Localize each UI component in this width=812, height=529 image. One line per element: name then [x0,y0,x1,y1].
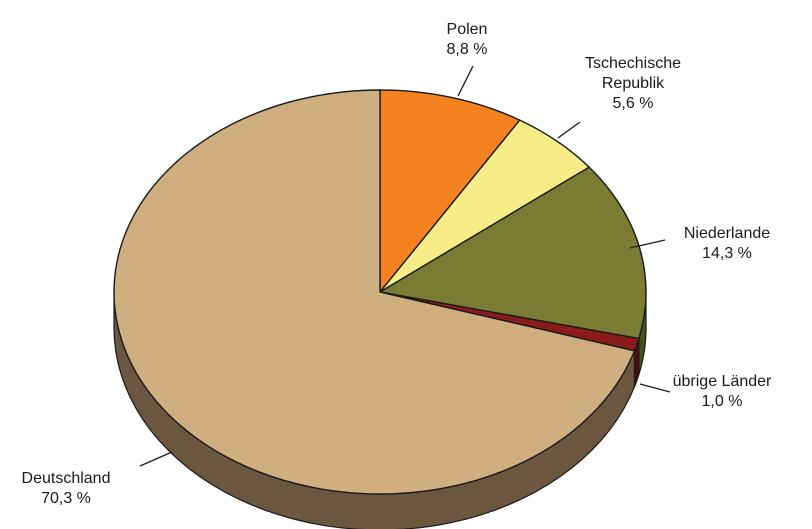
slice-label-deutschland: Deutschland 70,3 % [22,470,111,507]
leader-line-deutschland [139,451,173,467]
slice-name-label: Tschechische [585,55,681,72]
slice-label-niederlande: Niederlande 14,3 % [684,225,770,262]
slice-value-label: 8,8 % [447,41,488,58]
slice-name-label: Republik [602,75,665,92]
slice-value-label: 14,3 % [702,245,752,262]
pie-slice-deutschland [113,89,636,495]
slice-name-label: übrige Länder [673,373,772,390]
slice-value-label: 1,0 % [702,393,743,410]
slice-name-label: Deutschland [22,470,111,487]
leader-line-ubrige-lander [639,383,671,393]
pie-slice-tschechische-republik [379,119,590,293]
slice-label-polen: Polen 8,8 % [447,21,488,58]
leader-line-polen [457,65,474,97]
leader-line-tschechische-republik [557,121,581,139]
slice-value-label: 5,6 % [613,95,654,112]
slice-name-label: Niederlande [684,225,770,242]
slice-name-label: Polen [447,21,488,38]
slice-label-ubrige-lander: übrige Länder 1,0 % [673,373,772,410]
label-leader-lines [139,65,671,467]
slice-label-tschechische-republik: Tschechische Republik 5,6 % [585,55,681,112]
leader-line-niederlande [629,239,666,249]
pie-slices [113,89,647,495]
slice-value-label: 70,3 % [41,490,91,507]
pie-slice-polen [379,89,521,293]
pie-slice-niederlande [379,166,647,340]
slice-labels: Polen 8,8 % Tschechische Republik 5,6 % Niede… [22,21,773,507]
